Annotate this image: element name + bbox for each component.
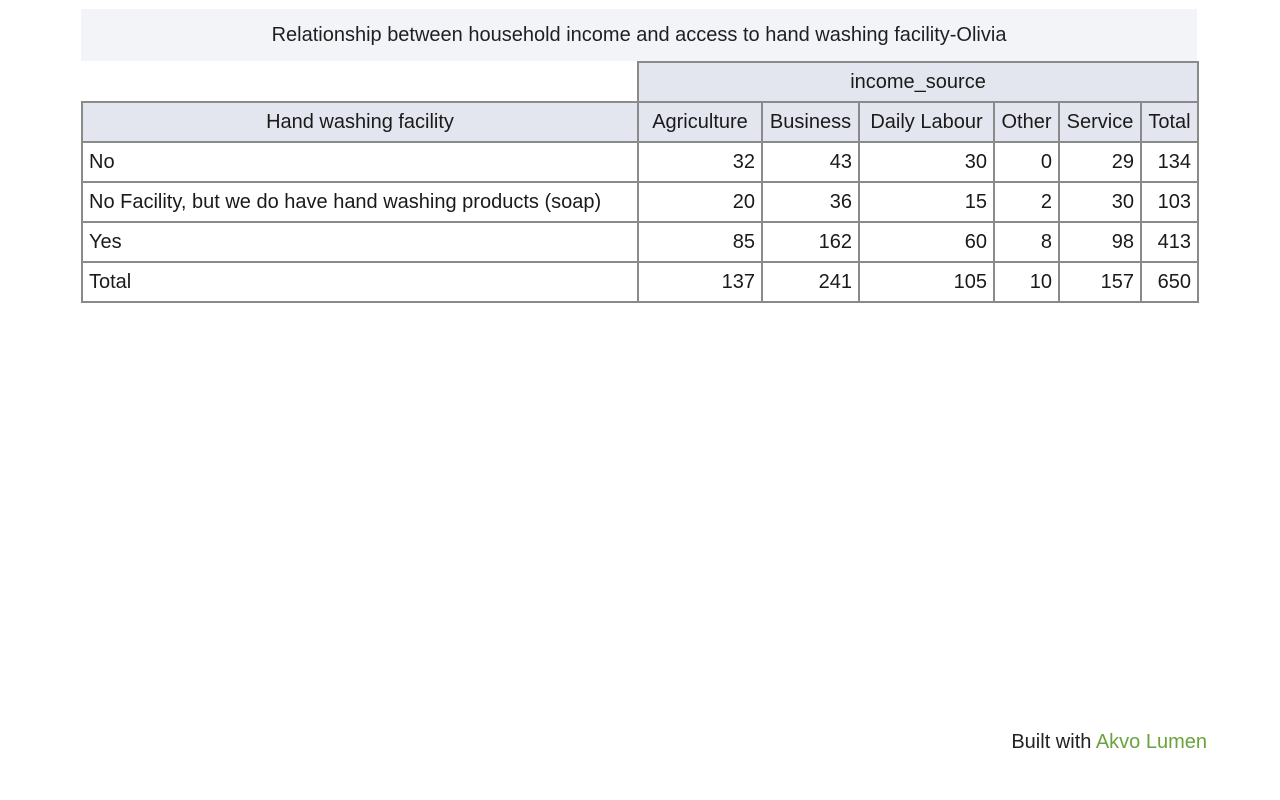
table-cell: 103 — [1140, 181, 1199, 223]
table-cell: 29 — [1058, 141, 1142, 183]
row-label: No Facility, but we do have hand washing… — [81, 181, 639, 223]
table-cell: 134 — [1140, 141, 1199, 183]
table-row: Yes 85 162 60 8 98 413 — [81, 221, 1199, 263]
pivot-table-container: Relationship between household income an… — [81, 9, 1199, 303]
table-cell: 162 — [761, 221, 860, 263]
table-cell: 137 — [637, 261, 763, 303]
column-header-business: Business — [761, 101, 860, 143]
akvo-lumen-link[interactable]: Akvo Lumen — [1095, 731, 1207, 753]
column-group-header-row: income_source — [82, 61, 1199, 103]
column-header-agriculture: Agriculture — [637, 101, 763, 143]
table-cell: 20 — [637, 181, 763, 223]
table-cell: 60 — [858, 221, 995, 263]
row-label: Yes — [81, 221, 639, 263]
footer-credit: Built with Akvo Lumen — [1011, 731, 1207, 754]
table-cell: 0 — [993, 141, 1060, 183]
table-cell: 157 — [1058, 261, 1142, 303]
table-cell: 85 — [637, 221, 763, 263]
table-cell: 105 — [858, 261, 995, 303]
table-cell: 241 — [761, 261, 860, 303]
table-cell: 413 — [1140, 221, 1199, 263]
table-cell: 36 — [761, 181, 860, 223]
row-header: Hand washing facility — [81, 101, 639, 143]
table-cell: 43 — [761, 141, 860, 183]
table-row: No Facility, but we do have hand washing… — [81, 181, 1199, 223]
column-group-header: income_source — [637, 61, 1199, 103]
pivot-table: income_source Hand washing facility Agri… — [81, 61, 1199, 303]
table-cell: 650 — [1140, 261, 1199, 303]
header-spacer — [82, 62, 638, 103]
table-cell: 30 — [1058, 181, 1142, 223]
column-header-service: Service — [1058, 101, 1142, 143]
table-row: No 32 43 30 0 29 134 — [81, 141, 1199, 183]
column-header-row: Hand washing facility Agriculture Busine… — [81, 101, 1199, 143]
row-label: Total — [81, 261, 639, 303]
table-cell: 98 — [1058, 221, 1142, 263]
table-cell: 15 — [858, 181, 995, 223]
footer-prefix: Built with — [1011, 731, 1092, 753]
table-cell: 8 — [993, 221, 1060, 263]
table-cell: 30 — [858, 141, 995, 183]
row-label: No — [81, 141, 639, 183]
table-cell: 32 — [637, 141, 763, 183]
column-header-other: Other — [993, 101, 1060, 143]
column-header-daily-labour: Daily Labour — [858, 101, 995, 143]
column-header-total: Total — [1140, 101, 1199, 143]
table-row-total: Total 137 241 105 10 157 650 — [81, 261, 1199, 303]
table-cell: 2 — [993, 181, 1060, 223]
pivot-title: Relationship between household income an… — [81, 9, 1197, 61]
table-cell: 10 — [993, 261, 1060, 303]
